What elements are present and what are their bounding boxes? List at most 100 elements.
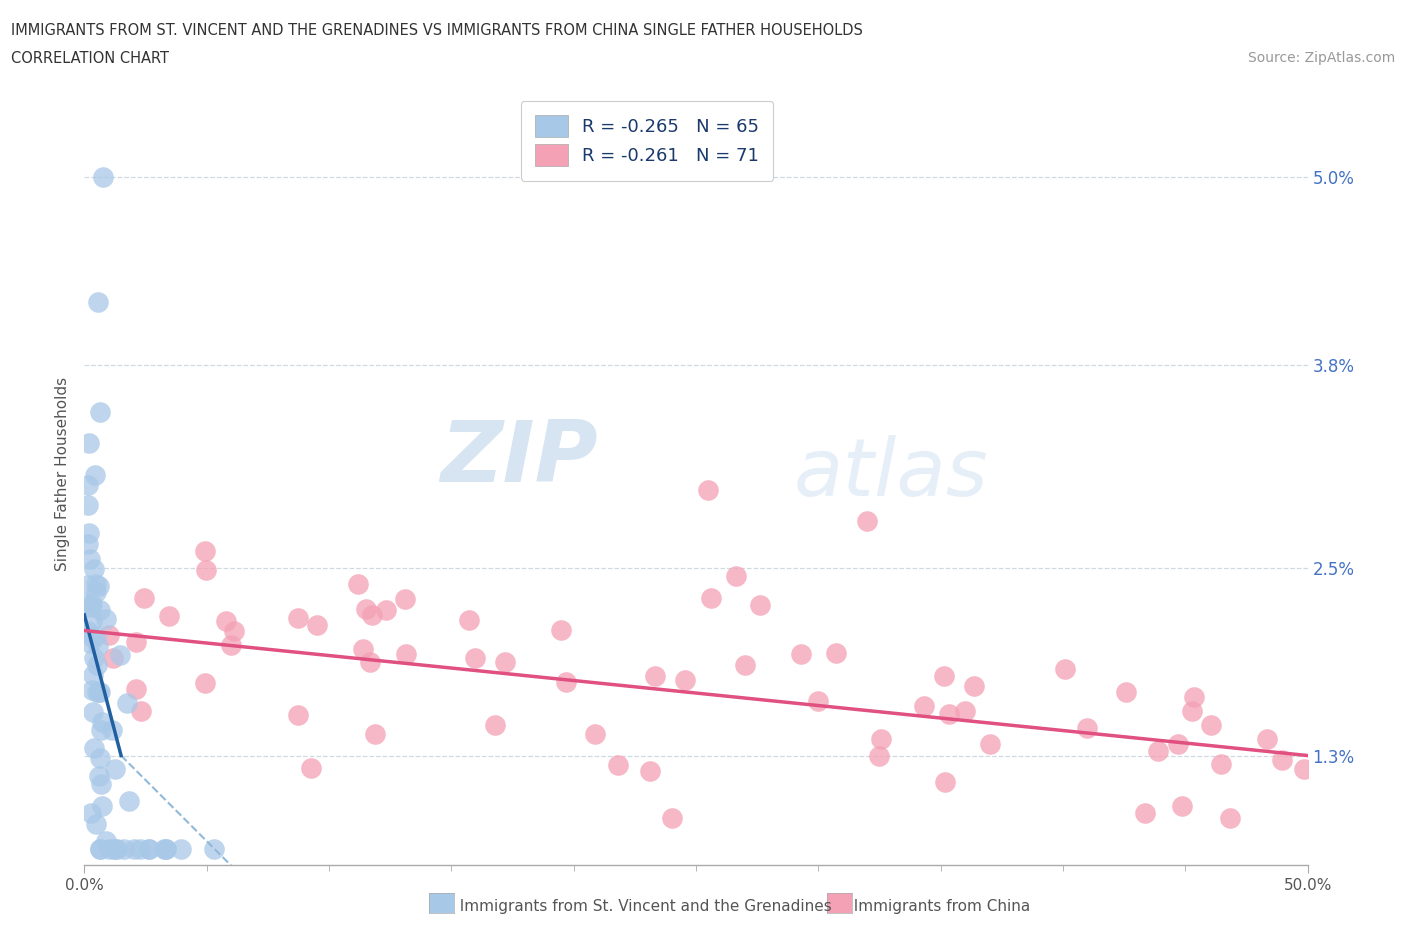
- Point: [89, 751, 111, 765]
- Point: [1133, 805, 1156, 820]
- Point: [83, 650, 105, 665]
- Point: [1256, 732, 1278, 747]
- Point: [299, 761, 322, 776]
- Point: [359, 655, 381, 670]
- Point: [1271, 753, 1294, 768]
- Point: [224, 623, 246, 638]
- Point: [84, 628, 107, 643]
- Text: atlas: atlas: [794, 435, 988, 513]
- Point: [122, 842, 145, 857]
- Point: [219, 638, 242, 653]
- Point: [94, 833, 117, 848]
- Point: [395, 646, 418, 661]
- Point: [1219, 811, 1241, 826]
- Point: [89, 603, 111, 618]
- Point: [96, 611, 118, 626]
- Point: [110, 648, 132, 663]
- Point: [155, 842, 177, 857]
- Point: [82, 613, 104, 628]
- Legend: R = -0.265   N = 65, R = -0.261   N = 71: R = -0.265 N = 65, R = -0.261 N = 71: [520, 100, 773, 180]
- Point: [84, 577, 107, 591]
- Point: [194, 543, 217, 558]
- Point: [1211, 756, 1233, 771]
- Point: [700, 591, 723, 605]
- Point: [104, 762, 127, 777]
- Point: [1167, 737, 1189, 751]
- Point: [1201, 717, 1223, 732]
- Point: [153, 842, 176, 857]
- Point: [129, 842, 152, 857]
- Point: [856, 513, 879, 528]
- Point: [825, 645, 848, 660]
- Point: [76, 597, 98, 612]
- Text: Immigrants from China: Immigrants from China: [844, 899, 1029, 914]
- Point: [80, 683, 103, 698]
- Point: [117, 793, 139, 808]
- Y-axis label: Single Father Households: Single Father Households: [55, 378, 70, 571]
- Text: Immigrants from St. Vincent and the Grenadines: Immigrants from St. Vincent and the Gren…: [450, 899, 832, 914]
- Point: [89, 684, 111, 699]
- Text: Source: ZipAtlas.com: Source: ZipAtlas.com: [1247, 51, 1395, 65]
- Point: [82, 705, 104, 720]
- Point: [157, 608, 180, 623]
- Point: [82, 667, 104, 682]
- Point: [606, 757, 628, 772]
- Point: [697, 483, 720, 498]
- Point: [91, 170, 114, 185]
- Point: [934, 668, 956, 683]
- Text: IMMIGRANTS FROM ST. VINCENT AND THE GRENADINES VS IMMIGRANTS FROM CHINA SINGLE F: IMMIGRANTS FROM ST. VINCENT AND THE GREN…: [11, 23, 863, 38]
- Point: [97, 627, 120, 642]
- Point: [484, 717, 506, 732]
- Point: [101, 723, 124, 737]
- Point: [364, 726, 387, 741]
- Point: [107, 842, 129, 857]
- Point: [938, 707, 960, 722]
- Point: [749, 598, 772, 613]
- Point: [77, 578, 100, 592]
- Point: [87, 684, 110, 699]
- Point: [86, 684, 108, 699]
- Text: ZIP: ZIP: [440, 418, 598, 500]
- Point: [90, 777, 112, 791]
- Point: [77, 623, 100, 638]
- Point: [87, 578, 110, 593]
- Point: [84, 817, 107, 831]
- Point: [583, 726, 606, 741]
- Point: [734, 658, 756, 672]
- Point: [494, 655, 516, 670]
- Point: [84, 585, 107, 600]
- Point: [138, 842, 160, 857]
- Point: [131, 704, 153, 719]
- Point: [79, 551, 101, 566]
- Point: [86, 658, 108, 672]
- Point: [87, 768, 110, 783]
- Point: [287, 708, 309, 723]
- Point: [103, 842, 125, 857]
- Point: [555, 675, 578, 690]
- Point: [79, 635, 101, 650]
- Point: [124, 682, 146, 697]
- Point: [83, 741, 105, 756]
- Point: [104, 842, 127, 857]
- Point: [80, 805, 103, 820]
- Point: [214, 614, 236, 629]
- Point: [912, 698, 935, 713]
- Point: [1171, 798, 1194, 813]
- Point: [125, 634, 148, 649]
- Point: [550, 622, 572, 637]
- Point: [89, 405, 111, 419]
- Point: [1292, 762, 1315, 777]
- Point: [644, 669, 666, 684]
- Point: [77, 537, 100, 551]
- Point: [89, 842, 111, 857]
- Point: [807, 694, 830, 709]
- Point: [80, 596, 103, 611]
- Point: [1147, 744, 1170, 759]
- Point: [77, 478, 100, 493]
- Point: [457, 612, 479, 627]
- Point: [83, 562, 105, 577]
- Point: [789, 646, 811, 661]
- Point: [80, 630, 103, 644]
- Point: [86, 639, 108, 654]
- Point: [955, 703, 977, 718]
